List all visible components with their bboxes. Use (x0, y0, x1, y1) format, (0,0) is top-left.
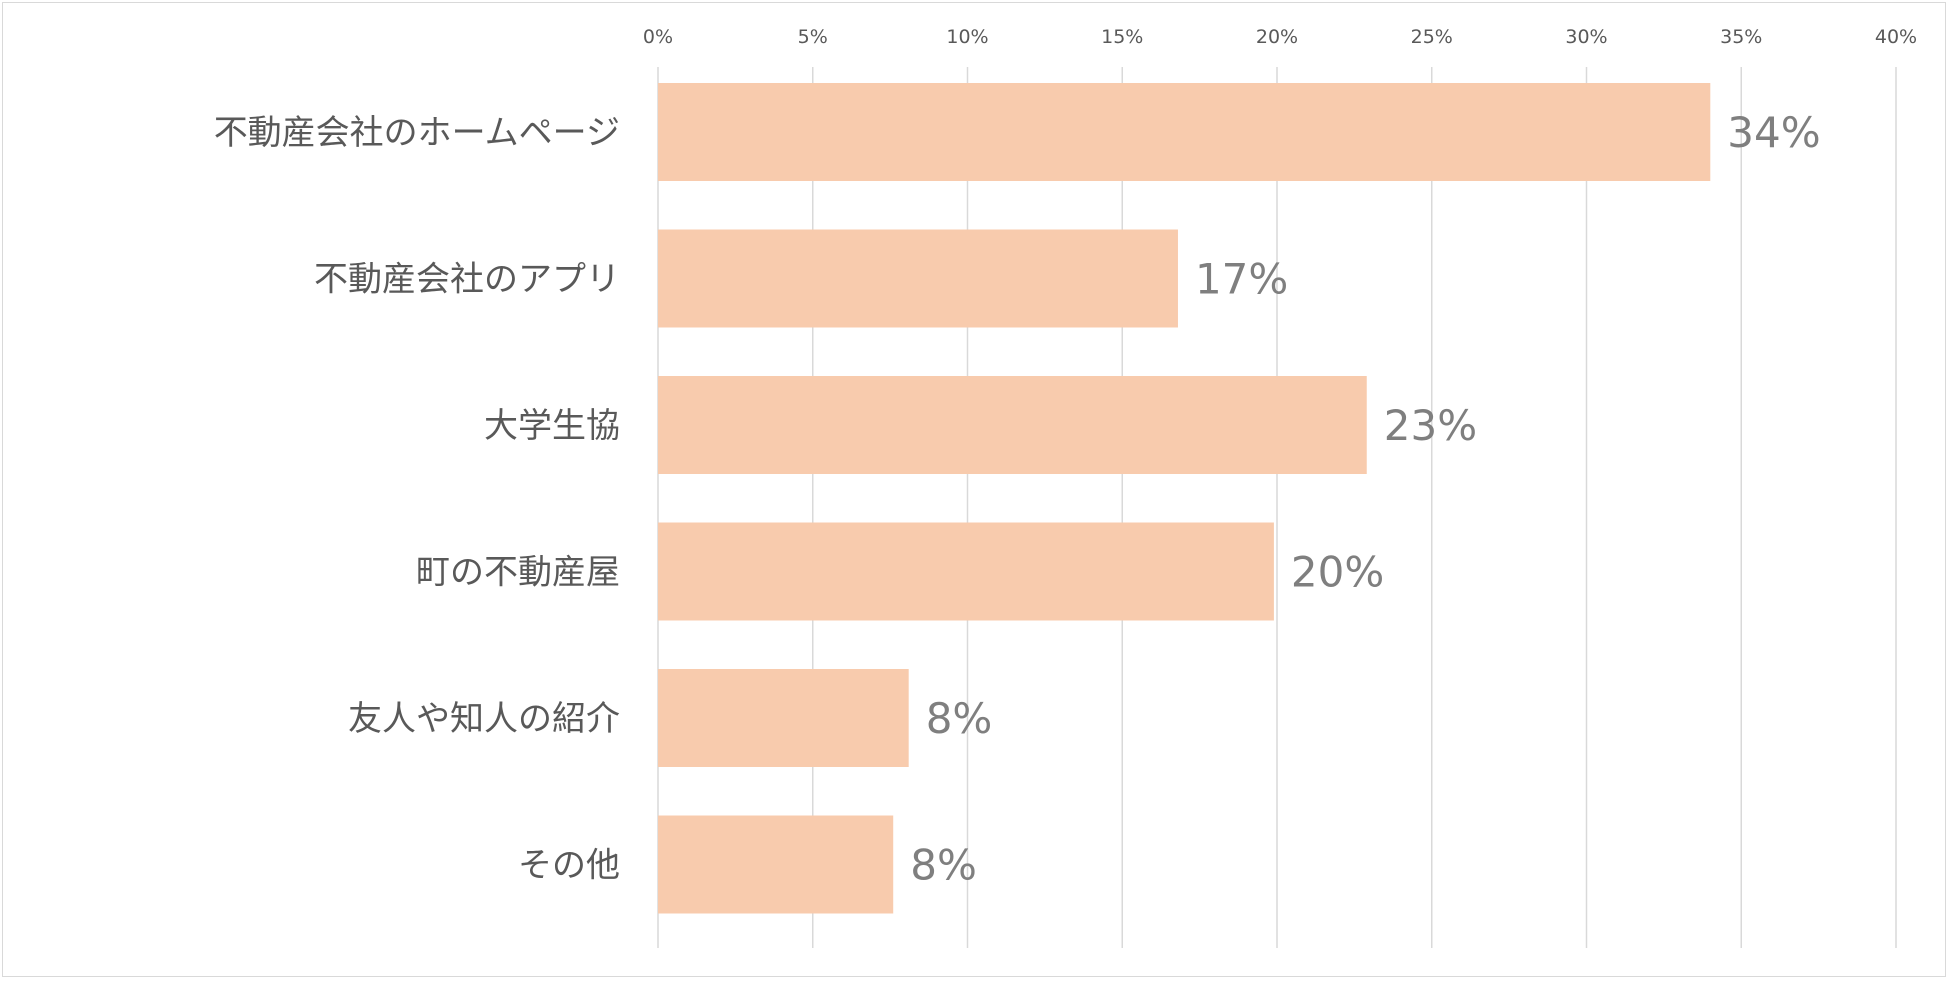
bars (658, 83, 1711, 914)
gridlines (657, 67, 1897, 948)
x-tick-label: 25% (1411, 26, 1453, 48)
bar (658, 522, 1274, 621)
data-label: 34% (1727, 108, 1820, 157)
x-tick-label: 5% (798, 26, 828, 48)
bar (658, 815, 894, 914)
bar (658, 229, 1178, 328)
bar (658, 83, 1711, 181)
data-label: 23% (1384, 401, 1477, 450)
category-label: 友人や知人の紹介 (348, 699, 620, 739)
x-tick-label: 40% (1875, 26, 1917, 48)
x-tick-label: 10% (946, 26, 988, 48)
category-label: その他 (518, 846, 620, 886)
data-label: 8% (910, 841, 977, 890)
x-tick-label: 30% (1565, 26, 1607, 48)
x-tick-label: 0% (643, 26, 673, 48)
x-tick-label: 20% (1256, 26, 1298, 48)
x-tick-label: 15% (1101, 26, 1143, 48)
x-axis-ticks: 0% 5% 10% 15% 20% 25% 30% 35% 40% (643, 26, 1917, 48)
bar (658, 376, 1367, 474)
category-label: 大学生協 (484, 406, 620, 446)
category-label: 町の不動産屋 (416, 553, 620, 593)
data-labels: 34% 17% 23% 20% 8% 8% (910, 108, 1820, 890)
category-labels: 不動産会社のホームページ不動産会社のアプリ大学生協町の不動産屋友人や知人の紹介そ… (214, 113, 620, 886)
data-label: 8% (926, 694, 993, 743)
category-label: 不動産会社のアプリ (314, 260, 620, 300)
data-label: 20% (1291, 548, 1384, 597)
x-tick-label: 35% (1720, 26, 1762, 48)
data-label: 17% (1195, 255, 1288, 304)
bar (658, 669, 909, 767)
category-label: 不動産会社のホームページ (214, 113, 620, 153)
chart-plot: 0% 5% 10% 15% 20% 25% 30% 35% 40% 不動産会社のホームページ不動… (214, 26, 1917, 948)
